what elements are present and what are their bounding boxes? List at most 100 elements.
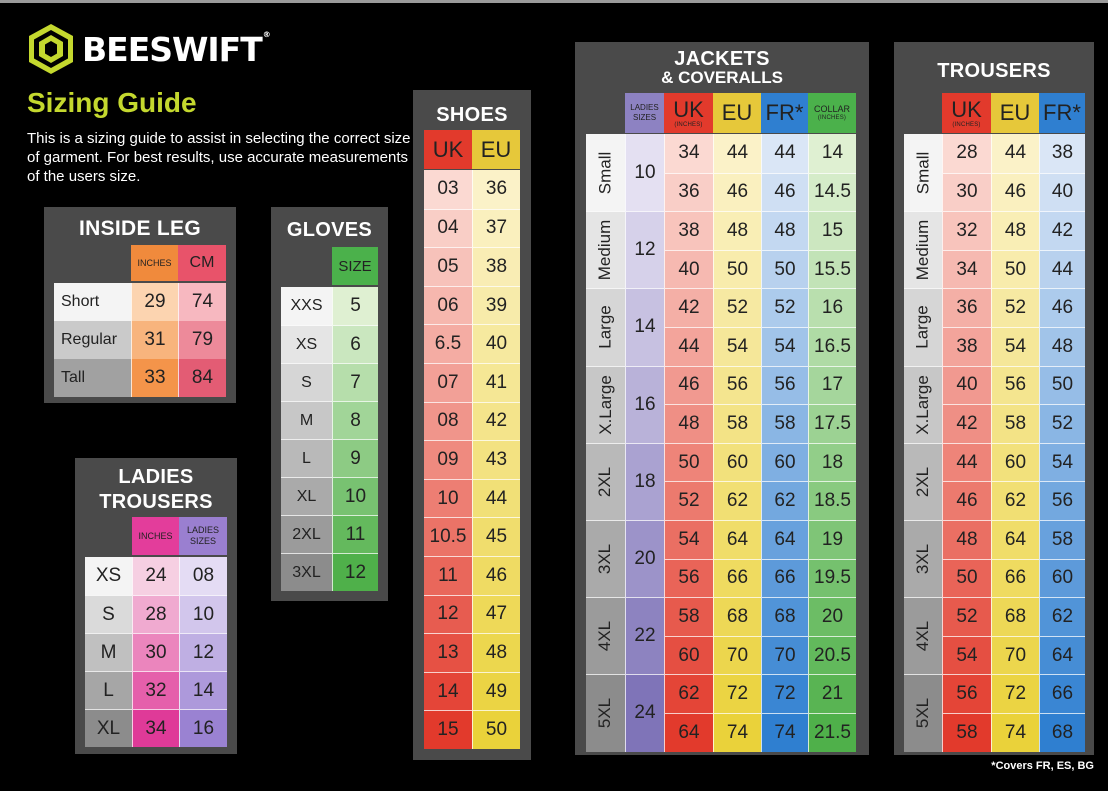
trousers-eu: 64 bbox=[991, 520, 1039, 559]
shoes-eu: 45 bbox=[472, 517, 520, 556]
shoes-uk: 08 bbox=[424, 401, 472, 441]
ladies-trousers-row-label: L bbox=[85, 671, 132, 709]
trousers-fr: 40 bbox=[1039, 172, 1085, 212]
jackets-eu: 50 bbox=[713, 249, 761, 289]
jackets-collar: 18 bbox=[808, 442, 856, 482]
jackets-eu: 74 bbox=[713, 713, 761, 752]
trousers-uk: 58 bbox=[942, 713, 991, 752]
inside-leg-cm: 74 bbox=[178, 283, 226, 321]
jackets-size-group: Large bbox=[586, 288, 625, 366]
shoes-panel: SHOES UK EU 03 36 04 37 05 38 06 39 6.5 40 07 41 08 4… bbox=[413, 90, 531, 760]
trousers-fr: 50 bbox=[1039, 365, 1085, 405]
ladies-trousers-row-label: XL bbox=[85, 709, 132, 747]
jackets-uk: 42 bbox=[664, 288, 713, 327]
gloves-size: 10 bbox=[332, 477, 378, 515]
gloves-title: GLOVES bbox=[286, 219, 373, 241]
brand-name: BEESWIFT® bbox=[82, 29, 271, 69]
jackets-fr: 58 bbox=[761, 404, 808, 443]
gloves-row-label: XL bbox=[281, 477, 332, 515]
jackets-eu: 54 bbox=[713, 327, 761, 366]
trousers-panel: TROUSERS UK (INCHES) EU FR* Small Medium La… bbox=[894, 42, 1094, 755]
jackets-size-group: 3XL bbox=[586, 520, 625, 598]
trousers-header-uk: UK (INCHES) bbox=[942, 93, 991, 133]
jackets-header-collar: COLLAR (INCHES) bbox=[808, 93, 856, 133]
trousers-eu: 46 bbox=[991, 172, 1039, 212]
inside-leg-header-inches: INCHES bbox=[131, 245, 178, 281]
jackets-uk: 48 bbox=[664, 404, 713, 443]
trousers-size-group: Large bbox=[904, 288, 942, 366]
inside-leg-cm: 84 bbox=[178, 359, 226, 397]
jackets-uk: 64 bbox=[664, 713, 713, 752]
trousers-uk: 34 bbox=[942, 249, 991, 289]
jackets-eu: 70 bbox=[713, 635, 761, 675]
jackets-header-eu: EU bbox=[713, 93, 761, 133]
trousers-eu: 58 bbox=[991, 404, 1039, 443]
jackets-header-uk: UK (INCHES) bbox=[664, 93, 713, 133]
gloves-row-label: XS bbox=[281, 325, 332, 363]
jackets-size-group: Small bbox=[586, 134, 625, 212]
shoes-eu: 44 bbox=[472, 478, 520, 518]
jackets-collar: 15 bbox=[808, 211, 856, 250]
jackets-collar: 21.5 bbox=[808, 713, 856, 752]
ladies-trousers-ladies-size: 08 bbox=[179, 557, 227, 595]
trousers-header-fr: FR* bbox=[1039, 93, 1085, 133]
jackets-fr: 54 bbox=[761, 327, 808, 366]
jackets-fr: 66 bbox=[761, 558, 808, 598]
shoes-uk: 05 bbox=[424, 247, 472, 286]
jackets-fr: 56 bbox=[761, 365, 808, 405]
jackets-uk: 58 bbox=[664, 597, 713, 636]
jackets-ladies-size: 22 bbox=[625, 597, 664, 675]
jackets-collar: 19.5 bbox=[808, 558, 856, 598]
jackets-collar: 20 bbox=[808, 597, 856, 636]
trousers-size-group: X.Large bbox=[904, 365, 942, 443]
trousers-size-group: Medium bbox=[904, 211, 942, 289]
jackets-collar: 16 bbox=[808, 288, 856, 327]
trousers-size-group: 4XL bbox=[904, 597, 942, 675]
trousers-size-group: 5XL bbox=[904, 674, 942, 752]
inside-leg-inches: 33 bbox=[131, 359, 178, 397]
trousers-fr: 38 bbox=[1039, 134, 1085, 173]
trousers-title: TROUSERS bbox=[937, 60, 1051, 82]
gloves-panel: GLOVES SIZE XXS 5 XS 6 S 7 M 8 L 9 XL 10 2XL 11 3XL 12 bbox=[271, 207, 388, 601]
jackets-size-group: Medium bbox=[586, 211, 625, 289]
jackets-ladies-size: 20 bbox=[625, 520, 664, 598]
shoes-eu: 38 bbox=[472, 247, 520, 286]
jackets-header-fr: FR* bbox=[761, 93, 808, 133]
ladies-trousers-inches: 32 bbox=[132, 671, 179, 709]
jackets-ladies-size: 24 bbox=[625, 674, 664, 752]
jackets-fr: 44 bbox=[761, 134, 808, 173]
ladies-trousers-ladies-size: 14 bbox=[179, 671, 227, 709]
jackets-eu: 56 bbox=[713, 365, 761, 405]
trousers-fr: 68 bbox=[1039, 713, 1085, 752]
trousers-eu: 56 bbox=[991, 365, 1039, 405]
jackets-uk: 56 bbox=[664, 558, 713, 598]
jackets-eu: 66 bbox=[713, 558, 761, 598]
ladies-trousers-panel: LADIES TROUSERS INCHES LADIES SIZES XS 24… bbox=[75, 458, 237, 754]
ladies-trousers-ladies-size: 10 bbox=[179, 595, 227, 633]
jackets-eu: 58 bbox=[713, 404, 761, 443]
jackets-size-group: 4XL bbox=[586, 597, 625, 675]
jackets-collar: 18.5 bbox=[808, 481, 856, 520]
jackets-collar: 14.5 bbox=[808, 172, 856, 212]
trousers-eu: 72 bbox=[991, 674, 1039, 713]
trousers-header-eu: EU bbox=[991, 93, 1039, 133]
intro-text: This is a sizing guide to assist in sele… bbox=[27, 130, 411, 185]
trousers-fr: 56 bbox=[1039, 481, 1085, 520]
jackets-uk: 38 bbox=[664, 211, 713, 250]
shoes-eu: 40 bbox=[472, 324, 520, 363]
jackets-uk: 34 bbox=[664, 134, 713, 173]
shoes-uk: 6.5 bbox=[424, 324, 472, 363]
shoes-header-uk: UK bbox=[424, 130, 472, 169]
jackets-collar: 15.5 bbox=[808, 249, 856, 289]
trousers-fr: 52 bbox=[1039, 404, 1085, 443]
top-rule bbox=[0, 0, 1108, 3]
jackets-fr: 60 bbox=[761, 442, 808, 482]
trousers-uk: 36 bbox=[942, 288, 991, 327]
gloves-header-size: SIZE bbox=[332, 247, 378, 285]
shoes-eu: 47 bbox=[472, 594, 520, 634]
gloves-size: 11 bbox=[332, 515, 378, 553]
ladies-trousers-ladies-size: 12 bbox=[179, 633, 227, 671]
trousers-uk: 32 bbox=[942, 211, 991, 250]
jackets-ladies-size: 14 bbox=[625, 288, 664, 366]
ladies-trousers-row-label: S bbox=[85, 595, 132, 633]
